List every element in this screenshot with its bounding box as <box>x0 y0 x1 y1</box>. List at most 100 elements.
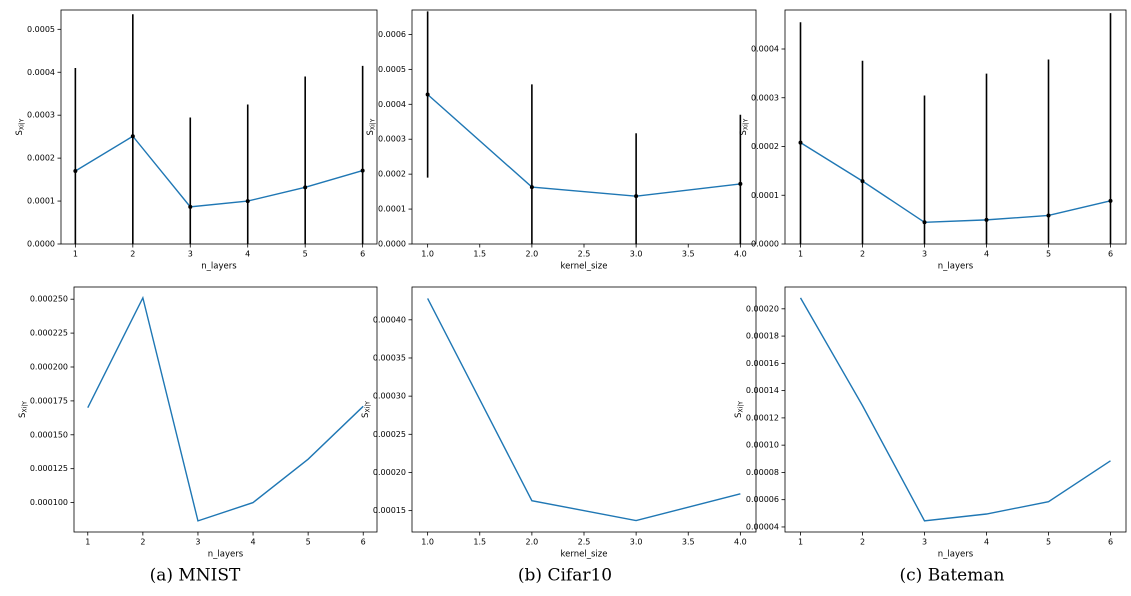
y-tick-label: 0.0002 <box>751 142 779 151</box>
point <box>245 199 250 204</box>
line <box>427 298 741 522</box>
point <box>188 204 193 209</box>
y-tick-label: 0.0000 <box>27 240 55 249</box>
y-tick-label: 0.00040 <box>373 315 406 324</box>
y-tick-label: 0.0001 <box>27 197 55 206</box>
y-tick-label: 0.0000 <box>751 240 779 249</box>
y-axis-label-main: S <box>734 413 744 418</box>
axes-frame <box>73 286 378 533</box>
point <box>130 134 135 139</box>
line <box>427 93 741 197</box>
y-tick-label: 0.000175 <box>30 396 68 405</box>
x-tick-label: 2 <box>860 250 865 259</box>
point <box>798 140 803 145</box>
y-tick-label: 0.0004 <box>378 100 406 109</box>
y-tick-label: 0.000150 <box>30 430 68 439</box>
y-tick-label: 0.00016 <box>746 359 779 368</box>
subplot: 1 2 3 4 5 6 0.0000 0.0001 0.0002 0.0003 0.0004 n_la… <box>739 9 1127 272</box>
x-tick-label: 4 <box>245 250 250 259</box>
y-tick-label: 0.00035 <box>373 353 406 362</box>
x-tick-label: 4 <box>984 538 989 547</box>
x-tick-label: 5 <box>306 538 311 547</box>
point <box>984 217 989 222</box>
point <box>1108 198 1113 203</box>
x-tick-label: 4 <box>984 250 989 259</box>
y-tick-label: 0.0003 <box>751 93 779 102</box>
y-axis-label: SXi|Y <box>15 118 26 135</box>
subplot: 1 2 3 4 5 6 0.0000 0.0001 0.0002 0.0003 0.0004 0.00… <box>15 9 378 272</box>
y-tick-label: 0.0006 <box>378 30 406 39</box>
y-tick-label: 0.00020 <box>746 304 779 313</box>
axes-frame <box>784 286 1127 533</box>
x-axis-label: kernel_size <box>561 550 608 560</box>
y-tick-label: 0.0000 <box>378 240 406 249</box>
y-axis-label: SXi|Y <box>366 118 377 135</box>
y-tick-label: 0.00025 <box>373 430 406 439</box>
x-axis-label: kernel_size <box>561 262 608 272</box>
y-tick-label: 0.0002 <box>378 170 406 179</box>
caption: (a) MNIST <box>150 566 241 586</box>
y-tick-label: 0.00014 <box>746 386 779 395</box>
x-tick-label: 6 <box>361 538 366 547</box>
x-axis-label: n_layers <box>208 550 244 560</box>
y-tick-label: 0.00006 <box>746 495 779 504</box>
y-tick-label: 0.0003 <box>378 135 406 144</box>
x-tick-label: 4.0 <box>734 538 747 547</box>
x-tick-label: 5 <box>1046 250 1051 259</box>
y-tick-label: 0.0005 <box>378 65 406 74</box>
y-axis-label: SXi|Y <box>734 401 745 418</box>
y-tick-label: 0.000200 <box>30 362 68 371</box>
x-tick-label: 5 <box>1046 538 1051 547</box>
y-axis-label-subscript: Xi|Y <box>742 118 749 130</box>
x-tick-label: 4.0 <box>734 250 747 259</box>
x-tick-label: 1.0 <box>421 250 434 259</box>
x-tick-label: 2.5 <box>578 250 591 259</box>
axes-frame <box>784 9 1127 245</box>
x-tick-label: 3 <box>922 250 927 259</box>
y-tick-label: 0.0002 <box>27 154 55 163</box>
x-tick-label: 1.5 <box>473 538 486 547</box>
y-tick-label: 0.000125 <box>30 464 68 473</box>
point <box>360 168 365 173</box>
x-axis-label: n_layers <box>938 262 974 272</box>
x-tick-label: 1 <box>73 250 78 259</box>
point <box>922 220 927 225</box>
line <box>799 297 1111 522</box>
x-tick-label: 5 <box>303 250 308 259</box>
caption: (b) Cifar10 <box>518 566 612 586</box>
point <box>303 185 308 190</box>
x-tick-label: 2.5 <box>578 538 591 547</box>
y-axis-label-main: S <box>366 130 376 135</box>
y-tick-label: 0.0003 <box>27 111 55 120</box>
y-axis-label-main: S <box>361 413 371 418</box>
y-axis-label-subscript: Xi|Y <box>369 118 376 130</box>
y-tick-label: 0.0004 <box>751 45 779 54</box>
y-tick-label: 0.000100 <box>30 498 68 507</box>
subplot: 1 2 3 4 5 6 0.000100 0.000125 0.000150 0.000175 0.… <box>18 286 378 560</box>
subplot: 1.0 1.5 2.0 2.5 3.0 3.5 4.0 0.0000 0.0001 0.0002 0… <box>366 9 757 272</box>
x-tick-label: 2 <box>140 538 145 547</box>
y-axis-label: SXi|Y <box>739 118 750 135</box>
x-tick-label: 3 <box>195 538 200 547</box>
y-tick-label: 0.0004 <box>27 68 55 77</box>
x-tick-label: 1 <box>798 538 803 547</box>
x-tick-label: 2.0 <box>526 538 539 547</box>
x-axis-label: n_layers <box>201 262 237 272</box>
y-axis-label-main: S <box>15 130 25 135</box>
y-axis-label-subscript: Xi|Y <box>364 401 371 413</box>
point <box>529 185 534 190</box>
y-tick-label: 0.00004 <box>746 522 779 531</box>
caption: (c) Bateman <box>900 566 1005 586</box>
point <box>73 169 78 174</box>
point <box>1046 213 1051 218</box>
line <box>75 135 363 208</box>
line <box>800 142 1111 224</box>
x-tick-label: 3.0 <box>630 538 643 547</box>
x-tick-label: 2.0 <box>526 250 539 259</box>
y-tick-label: 0.00012 <box>746 413 779 422</box>
x-tick-label: 2 <box>860 538 865 547</box>
axes-frame <box>411 9 757 245</box>
x-tick-label: 3.5 <box>682 250 695 259</box>
y-tick-label: 0.00030 <box>373 392 406 401</box>
